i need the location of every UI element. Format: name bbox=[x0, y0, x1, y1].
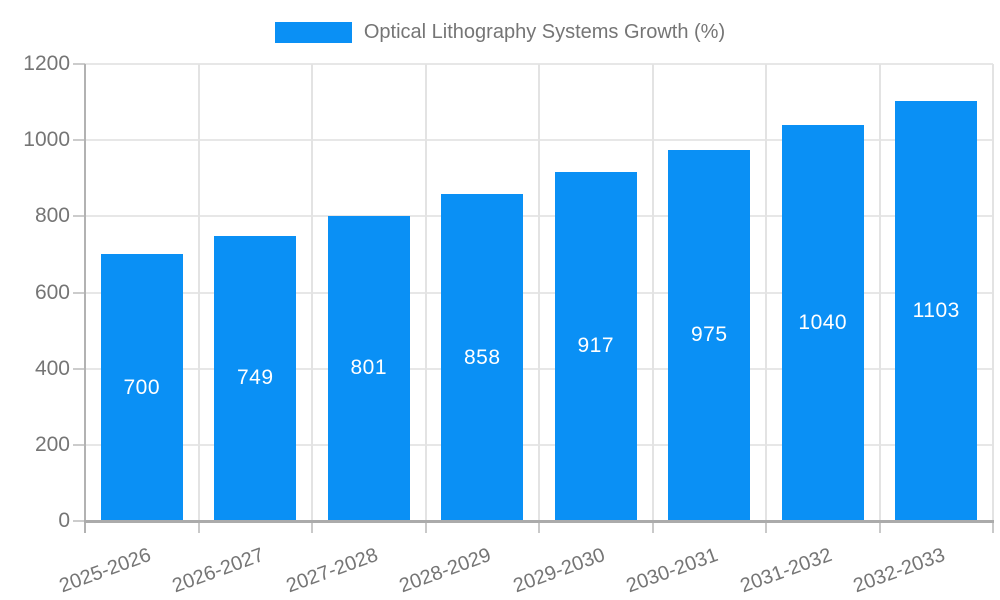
x-axis-tick bbox=[878, 521, 881, 533]
bar bbox=[895, 100, 978, 521]
x-gridline bbox=[651, 64, 654, 521]
x-axis-tick bbox=[992, 521, 994, 533]
y-tick-label: 800 bbox=[34, 204, 70, 228]
bar-value-label: 749 bbox=[236, 366, 274, 390]
legend-label: Optical Lithography Systems Growth (%) bbox=[363, 21, 726, 43]
legend: Optical Lithography Systems Growth (%) bbox=[0, 21, 1000, 44]
x-gridline bbox=[992, 64, 994, 521]
y-tick-label: 400 bbox=[34, 356, 70, 380]
x-axis-tick bbox=[651, 521, 654, 533]
y-tick-label: 1200 bbox=[23, 52, 70, 75]
x-axis-line bbox=[84, 520, 994, 523]
y-tick-label: 600 bbox=[34, 280, 70, 304]
bar bbox=[327, 215, 410, 521]
bar bbox=[100, 254, 183, 521]
y-tick-label: 0 bbox=[58, 509, 70, 532]
bar-value-label: 975 bbox=[690, 323, 728, 347]
x-axis-tick bbox=[538, 521, 540, 533]
y-axis-tick bbox=[73, 520, 85, 522]
x-gridline bbox=[311, 64, 313, 521]
y-axis-tick bbox=[73, 139, 85, 142]
x-axis-tick bbox=[765, 521, 767, 533]
x-gridline bbox=[878, 64, 881, 521]
y-axis-tick bbox=[73, 367, 85, 370]
bar-value-label: 700 bbox=[123, 375, 161, 399]
y-axis-tick bbox=[73, 291, 85, 294]
bar-value-label: 917 bbox=[577, 334, 615, 358]
bar-value-label: 801 bbox=[350, 356, 388, 380]
y-axis-tick bbox=[73, 63, 85, 65]
bar-value-label: 858 bbox=[463, 345, 501, 369]
bar bbox=[441, 194, 524, 521]
bar bbox=[214, 235, 297, 521]
x-axis-tick bbox=[311, 521, 313, 533]
bar bbox=[554, 171, 637, 521]
y-tick-label: 200 bbox=[34, 432, 70, 456]
x-gridline bbox=[538, 64, 540, 521]
bar-value-label: 1040 bbox=[798, 310, 848, 334]
bar bbox=[781, 124, 864, 521]
y-axis-tick bbox=[73, 443, 85, 446]
bar-value-label: 1103 bbox=[912, 298, 960, 322]
bar bbox=[668, 149, 751, 521]
x-gridline bbox=[424, 64, 427, 521]
x-axis-tick bbox=[197, 521, 200, 533]
x-gridline bbox=[197, 64, 200, 521]
x-axis-tick bbox=[424, 521, 427, 533]
x-gridline bbox=[765, 64, 767, 521]
y-tick-label: 1000 bbox=[23, 128, 70, 152]
y-axis-line bbox=[84, 64, 86, 533]
y-axis-tick bbox=[73, 215, 85, 218]
legend-swatch bbox=[274, 22, 352, 43]
